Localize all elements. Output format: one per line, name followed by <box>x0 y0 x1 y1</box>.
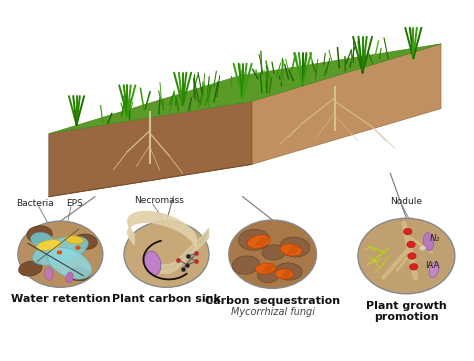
Circle shape <box>75 245 81 250</box>
Circle shape <box>407 241 415 248</box>
Ellipse shape <box>27 226 52 243</box>
Ellipse shape <box>18 261 42 276</box>
Ellipse shape <box>74 234 97 249</box>
Circle shape <box>57 250 62 255</box>
Ellipse shape <box>45 268 53 280</box>
Text: Plant carbon sink: Plant carbon sink <box>112 295 221 304</box>
Ellipse shape <box>31 232 53 247</box>
Polygon shape <box>252 44 441 164</box>
Text: Necromass: Necromass <box>134 196 184 205</box>
Ellipse shape <box>255 263 276 274</box>
Ellipse shape <box>65 236 83 244</box>
Ellipse shape <box>33 236 88 265</box>
Ellipse shape <box>36 240 61 251</box>
Ellipse shape <box>275 269 293 279</box>
Circle shape <box>124 221 209 287</box>
Ellipse shape <box>423 233 434 251</box>
Ellipse shape <box>238 229 270 250</box>
Circle shape <box>404 228 412 235</box>
Ellipse shape <box>429 262 439 278</box>
Text: EPS: EPS <box>66 199 83 208</box>
Text: Water retention: Water retention <box>10 295 110 304</box>
Ellipse shape <box>66 272 73 283</box>
Ellipse shape <box>262 245 285 260</box>
Text: IAA: IAA <box>425 261 439 270</box>
Text: Mycorrhizal fungi: Mycorrhizal fungi <box>231 307 315 317</box>
Ellipse shape <box>247 235 270 248</box>
Circle shape <box>358 218 455 294</box>
Polygon shape <box>49 101 252 197</box>
Circle shape <box>419 245 426 251</box>
Circle shape <box>410 264 418 270</box>
Ellipse shape <box>145 251 161 275</box>
Circle shape <box>229 220 317 288</box>
Circle shape <box>408 253 416 259</box>
Text: Nodule: Nodule <box>390 197 422 206</box>
Circle shape <box>18 221 103 287</box>
Text: N₂: N₂ <box>429 234 440 243</box>
Ellipse shape <box>280 244 302 256</box>
Ellipse shape <box>257 269 278 283</box>
Text: Carbon sequestration: Carbon sequestration <box>205 296 340 305</box>
Ellipse shape <box>280 237 310 257</box>
Ellipse shape <box>47 247 91 279</box>
Polygon shape <box>49 44 441 134</box>
Ellipse shape <box>47 252 64 263</box>
Text: Bacteria: Bacteria <box>16 199 54 208</box>
Ellipse shape <box>232 256 260 274</box>
Text: Plant growth
promotion: Plant growth promotion <box>366 301 447 322</box>
Ellipse shape <box>68 267 90 281</box>
Ellipse shape <box>275 263 302 280</box>
